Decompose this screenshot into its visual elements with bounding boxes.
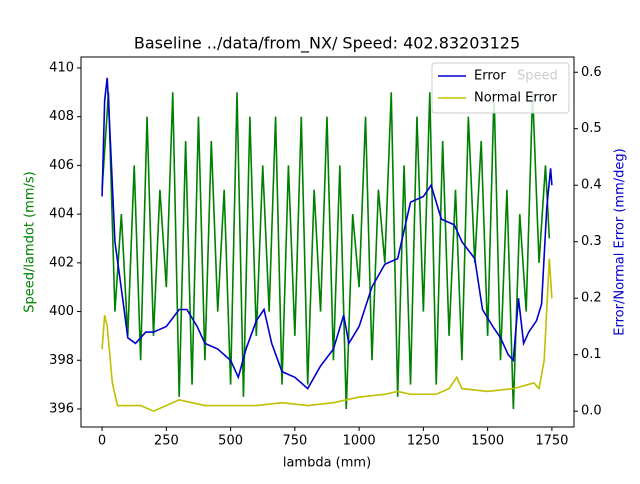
chart-title: Baseline ../data/from_NX/ Speed: 402.832…	[134, 34, 520, 54]
x-axis-label: lambda (mm)	[283, 456, 371, 471]
y2-tick-label: 0.0	[581, 404, 602, 419]
x-tick-label: 1000	[343, 434, 376, 449]
y2-tick-label: 0.5	[581, 121, 602, 136]
legend-label: Normal Error	[474, 91, 558, 106]
legend-label: Error	[474, 69, 506, 84]
plot-frame	[80, 56, 575, 428]
y2-tick-label: 0.3	[581, 234, 602, 249]
y-axis-label: Speed/lamdot (mm/s)	[23, 171, 38, 312]
y2-tick-label: 0.6	[581, 65, 602, 80]
y-tick-label: 396	[49, 401, 74, 416]
x-tick-label: 1750	[535, 434, 568, 449]
y-tick-label: 398	[49, 353, 74, 368]
y-tick-label: 406	[49, 158, 74, 173]
y2-tick-label: 0.2	[581, 291, 602, 306]
data-line	[101, 77, 553, 390]
data-line	[101, 92, 551, 409]
x-tick-label: 250	[154, 434, 179, 449]
y-tick-label: 402	[49, 255, 74, 270]
x-tick-label: 750	[282, 434, 307, 449]
y2-tick-label: 0.1	[581, 347, 602, 362]
legend-label: Speed	[517, 69, 558, 84]
legend-box	[431, 62, 570, 114]
y-tick-label: 400	[49, 304, 74, 319]
x-tick-label: 1500	[471, 434, 504, 449]
y-tick-label: 410	[49, 60, 74, 75]
x-tick-label: 0	[98, 434, 106, 449]
x-tick-label: 500	[218, 434, 243, 449]
data-line	[101, 258, 553, 413]
y-tick-label: 404	[49, 207, 74, 222]
y2-tick-label: 0.4	[581, 178, 602, 193]
y2-axis-label: Error/Normal Error (mm/deg)	[613, 148, 628, 335]
y-tick-label: 408	[49, 109, 74, 124]
x-tick-label: 1250	[407, 434, 440, 449]
